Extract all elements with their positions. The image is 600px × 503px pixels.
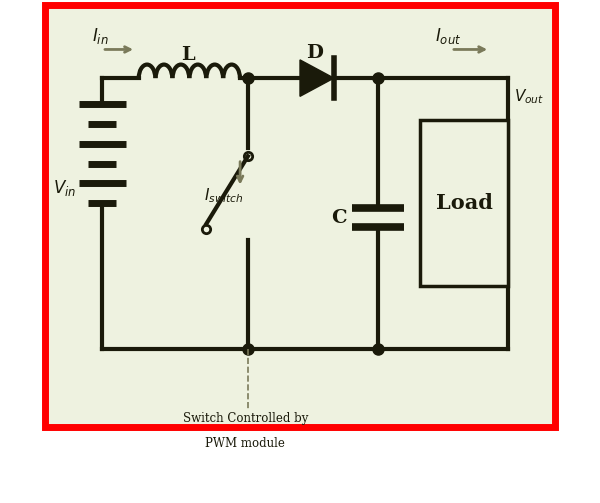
Text: PWM module: PWM module (205, 438, 285, 450)
FancyBboxPatch shape (420, 120, 508, 286)
Text: $I_{switch}$: $I_{switch}$ (203, 187, 244, 205)
Text: D: D (306, 44, 323, 62)
Text: $I_{out}$: $I_{out}$ (436, 26, 462, 46)
Text: Load: Load (436, 193, 493, 213)
Text: $I_{in}$: $I_{in}$ (92, 26, 109, 46)
Text: $V_{out}$: $V_{out}$ (514, 88, 544, 106)
Text: L: L (181, 46, 195, 64)
Polygon shape (300, 60, 334, 97)
FancyBboxPatch shape (45, 5, 555, 427)
Text: $V_{in}$: $V_{in}$ (53, 178, 76, 198)
Text: C: C (331, 209, 347, 227)
Text: Switch Controlled by: Switch Controlled by (182, 412, 308, 426)
